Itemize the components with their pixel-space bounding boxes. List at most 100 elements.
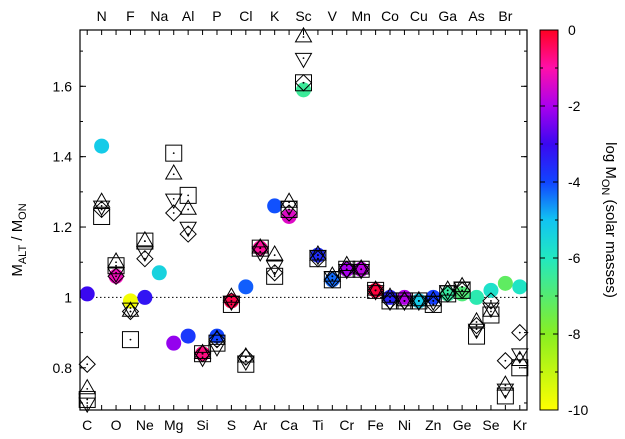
x-tick-label-bottom: Ne [136,417,154,433]
marker-center-dot [288,212,290,214]
x-tick-label-bottom: Ca [280,417,298,433]
marker-center-dot [288,201,290,204]
marker-center-dot [518,331,521,334]
marker-center-dot [288,208,290,211]
triangle-down-marker [208,341,226,357]
x-tick-label-bottom: O [111,417,122,433]
x-tick-label-bottom: S [227,417,236,433]
marker-center-dot [115,264,117,267]
x-tick-label-top: P [212,8,221,24]
triangle-down-marker [337,263,356,280]
circle-point [166,335,182,351]
diamond-marker [395,292,414,310]
x-tick-label-top: As [468,8,484,24]
y-tick-label: 1 [64,289,72,305]
triangle-down-marker [251,246,270,262]
x-tick-label-bottom: Fe [367,417,384,433]
marker-center-dot [302,36,305,38]
circle-point [497,275,513,291]
x-tick-label-top: K [270,8,280,24]
x-tick-label-top: Ga [438,8,457,24]
circle-point [267,198,283,214]
triangle-up-marker [251,237,270,254]
marker-center-dot [317,254,319,257]
square-marker [266,267,284,285]
circle-point [483,282,499,298]
square-marker [208,334,226,352]
marker-center-dot [504,384,507,387]
diamond-marker [280,204,298,222]
plot-frame [79,29,528,411]
marker-center-dot [86,398,89,401]
marker-center-dot [273,271,276,274]
triangle-up-marker [78,378,97,395]
triangle-down-marker [510,348,529,364]
marker-center-dot [172,152,175,155]
marker-center-dot [360,268,363,271]
diamond-marker [222,292,241,310]
x-tick-label-top: Mn [351,8,370,24]
marker-center-dot [244,356,247,359]
marker-center-dot [201,356,204,359]
marker-center-dot [129,338,132,341]
marker-center-dot [331,275,334,278]
diamond-marker [496,352,515,370]
marker-center-dot [461,289,464,292]
marker-center-dot [115,271,117,274]
triangle-up-marker [280,192,298,208]
marker-center-dot [432,300,435,302]
triangle-down-marker [467,323,486,340]
square-marker [78,390,96,408]
marker-center-dot [187,194,190,197]
colorbar-tick-label: -2 [568,98,581,114]
y-tick-label: 1.6 [53,78,73,94]
square-marker [179,186,197,204]
x-tick-label-bottom: Zn [425,417,441,433]
marker-center-dot [475,324,478,327]
colorbar-tick-label: -6 [568,250,581,266]
marker-center-dot [230,300,233,302]
y-axis-label: MALT / MON [9,203,29,276]
marker-center-dot [345,268,348,271]
marker-center-dot [143,240,146,243]
diamond-marker [323,271,342,289]
marker-center-dot [216,342,218,345]
circle-point [281,208,297,224]
marker-center-dot [504,387,507,390]
marker-center-dot [389,300,391,302]
diamond-marker [482,292,500,310]
marker-center-dot [417,300,420,302]
square-marker [136,232,154,250]
circle-point [238,279,254,295]
marker-center-dot [446,289,449,292]
y-tick-label: 1.4 [53,149,73,165]
triangle-down-marker [496,383,515,400]
marker-center-dot [187,208,190,211]
marker-center-dot [302,81,305,84]
x-tick-label-top: V [328,8,338,24]
diamond-marker [78,355,96,373]
x-tick-label-top: Co [381,8,399,24]
x-tick-label-top: Al [182,8,194,24]
circle-point [512,279,528,295]
x-tick-label-top: N [97,8,107,24]
diamond-marker [265,264,284,282]
diamond-marker [251,239,269,257]
marker-center-dot [216,338,218,341]
marker-center-dot [172,173,175,176]
triangle-down-marker [366,285,385,301]
marker-center-dot [115,261,117,264]
x-tick-label-bottom: Si [196,417,208,433]
triangle-down-marker [265,260,284,276]
triangle-up-marker [164,164,183,180]
square-marker [511,359,529,377]
marker-center-dot [490,310,492,313]
diamond-marker [467,316,486,335]
y-tick-label: 1.2 [53,219,73,235]
triangle-up-marker [208,329,226,345]
x-tick-label-bottom: Ar [253,417,267,433]
triangle-up-marker [265,244,284,261]
x-tick-label-top: Br [498,8,512,24]
square-marker [468,327,486,345]
marker-center-dot [86,387,89,390]
